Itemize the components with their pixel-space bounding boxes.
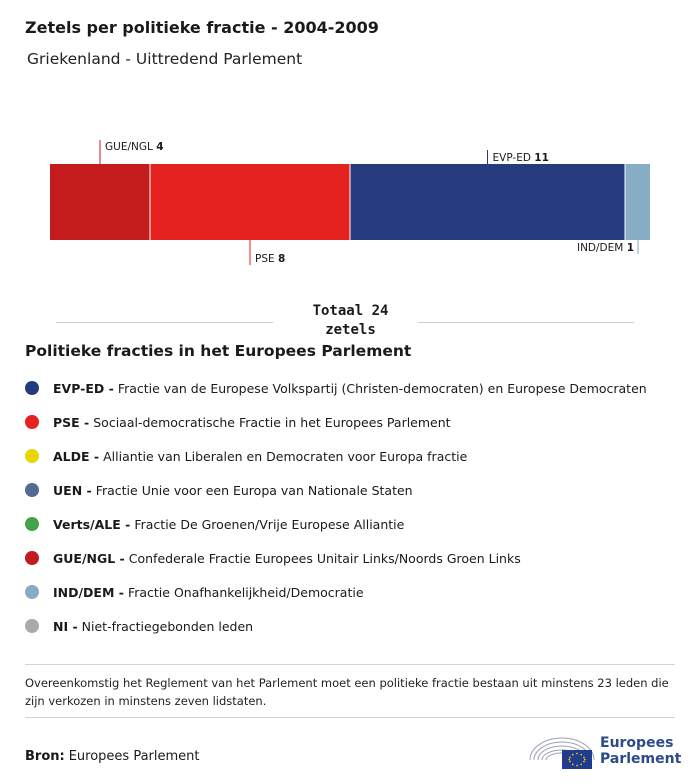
logo-line-1: Europees bbox=[600, 735, 674, 751]
logo-text: Europees Parlement bbox=[600, 735, 681, 767]
legend-desc: Sociaal-democratische Fractie in het Eur… bbox=[93, 414, 451, 430]
legend-desc: Niet-fractiegebonden leden bbox=[81, 618, 254, 634]
legend-desc: Alliantie van Liberalen en Democraten vo… bbox=[103, 448, 468, 464]
legend-item: EVP-ED - Fractie van de Europese Volkspar… bbox=[25, 371, 647, 405]
data-label-evp-ed: EVP-ED 11 bbox=[493, 152, 549, 164]
chart-subtitle: Griekenland - Uittredend Parlement bbox=[27, 50, 303, 68]
legend-swatch bbox=[25, 551, 39, 565]
logo-line-2: Parlement bbox=[600, 751, 682, 767]
legend-swatch bbox=[25, 619, 39, 633]
legend-item: UEN - Fractie Unie voor een Europa van Na… bbox=[25, 473, 647, 507]
data-label-gue-ngl: GUE/NGL 4 bbox=[105, 141, 164, 153]
legend-swatch bbox=[25, 449, 39, 463]
data-label-pse: PSE 8 bbox=[255, 253, 285, 265]
source: Bron: Europees Parlement bbox=[25, 749, 200, 764]
legend-item: NI - Niet-fractiegebonden leden bbox=[25, 609, 647, 643]
hemicycle-icon bbox=[529, 737, 595, 769]
total-seats-label: Totaal 24 zetels bbox=[312, 303, 389, 338]
source-value: Europees Parlement bbox=[68, 749, 200, 764]
legend-item: PSE - Sociaal-democratische Fractie in he… bbox=[25, 405, 647, 439]
legend-item: IND/DEM - Fractie Onafhankelijkheid/Democ… bbox=[25, 575, 647, 609]
stacked-bar-chart: GUE/NGL 4 PSE 8 EVP-ED 11 IND/DEM 1 bbox=[50, 140, 650, 265]
divider-top bbox=[25, 664, 675, 665]
legend-abbr: NI - bbox=[53, 618, 78, 634]
legend-swatch bbox=[25, 415, 39, 429]
bar-segment-ind-dem bbox=[625, 164, 650, 240]
legend-heading: Politieke fracties in het Europees Parle… bbox=[25, 342, 412, 360]
legend-abbr: PSE - bbox=[53, 414, 90, 430]
legend-swatch bbox=[25, 517, 39, 531]
legend-swatch bbox=[25, 381, 39, 395]
legend-item: GUE/NGL - Confederale Fractie Europees Un… bbox=[25, 541, 647, 575]
legend-swatch bbox=[25, 585, 39, 599]
legend-abbr: UEN - bbox=[53, 482, 92, 498]
total-divider-left bbox=[56, 322, 273, 323]
legend-desc: Fractie Unie voor een Europa van Nationa… bbox=[95, 482, 413, 498]
legend-desc: Confederale Fractie Europees Unitair Lin… bbox=[128, 550, 521, 566]
total-divider-right bbox=[418, 322, 634, 323]
legend-abbr: EVP-ED - bbox=[53, 380, 114, 396]
legend-desc: Fractie Onafhankelijkheid/Democratie bbox=[127, 584, 364, 600]
chart-title: Zetels per politieke fractie - 2004-2009 bbox=[25, 18, 379, 37]
legend-item: ALDE - Alliantie van Liberalen en Democra… bbox=[25, 439, 647, 473]
legend-abbr: Verts/ALE - bbox=[53, 516, 131, 532]
bar-segment-evp-ed bbox=[350, 164, 625, 240]
data-label-ind-dem: IND/DEM 1 bbox=[577, 242, 634, 254]
legend-swatch bbox=[25, 483, 39, 497]
legend-abbr: ALDE - bbox=[53, 448, 100, 464]
legend-abbr: IND/DEM - bbox=[53, 584, 124, 600]
legend-desc: Fractie van de Europese Volkspartij (Chr… bbox=[117, 380, 647, 396]
european-parliament-logo: Europees Parlement bbox=[528, 726, 681, 770]
divider-bottom bbox=[25, 717, 675, 718]
bar-segment-pse bbox=[150, 164, 350, 240]
footnote: Overeenkomstig het Reglement van het Par… bbox=[25, 676, 669, 708]
legend: EVP-ED - Fractie van de Europese Volkspar… bbox=[25, 371, 647, 643]
source-label: Bron: bbox=[25, 749, 65, 764]
legend-desc: Fractie De Groenen/Vrije Europese Allian… bbox=[134, 516, 405, 532]
legend-item: Verts/ALE - Fractie De Groenen/Vrije Euro… bbox=[25, 507, 647, 541]
legend-abbr: GUE/NGL - bbox=[53, 550, 125, 566]
bar-segment-gue-ngl bbox=[50, 164, 150, 240]
